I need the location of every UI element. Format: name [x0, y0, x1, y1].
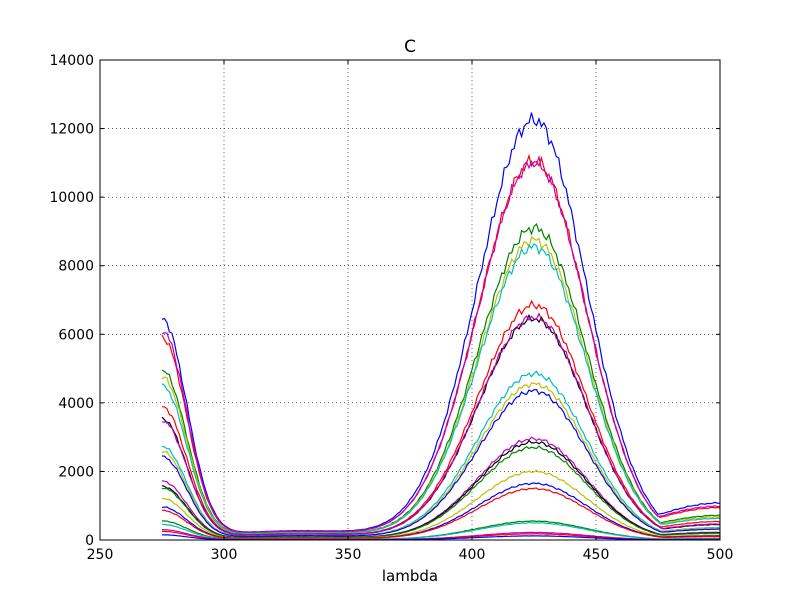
plot-frame — [99, 59, 721, 541]
y-tick-label: 4000 — [58, 396, 94, 412]
series-line — [161, 243, 721, 535]
x-tick-label: 350 — [335, 547, 362, 563]
series-line — [161, 370, 720, 537]
x-tick-label: 250 — [87, 547, 114, 563]
y-tick-label: 12000 — [49, 122, 94, 138]
y-tick-label: 2000 — [58, 464, 94, 480]
series-line — [161, 112, 721, 533]
y-tick-label: 0 — [85, 533, 94, 549]
y-tick-label: 10000 — [49, 190, 94, 206]
series-group — [161, 112, 721, 541]
y-tick-label: 14000 — [49, 53, 94, 69]
series-line — [161, 312, 721, 536]
axis-ticks: 250 300 350 400 450 500 0 2000 4000 6000 8000 10000… — [49, 53, 733, 563]
series-line — [161, 236, 721, 535]
y-tick-label: 6000 — [58, 327, 94, 343]
y-tick-label: 8000 — [58, 259, 94, 275]
series-line — [161, 487, 720, 540]
x-tick-label: 450 — [583, 547, 610, 563]
x-tick-label: 400 — [459, 547, 486, 563]
x-tick-label: 300 — [211, 547, 238, 563]
series-line — [161, 439, 720, 539]
chart-title: C — [404, 37, 416, 57]
series-line — [161, 154, 721, 533]
x-axis-label: lambda — [382, 567, 438, 585]
x-tick-label: 500 — [707, 547, 734, 563]
series-line — [161, 313, 721, 536]
series-line — [161, 388, 720, 537]
series-line — [161, 223, 720, 535]
